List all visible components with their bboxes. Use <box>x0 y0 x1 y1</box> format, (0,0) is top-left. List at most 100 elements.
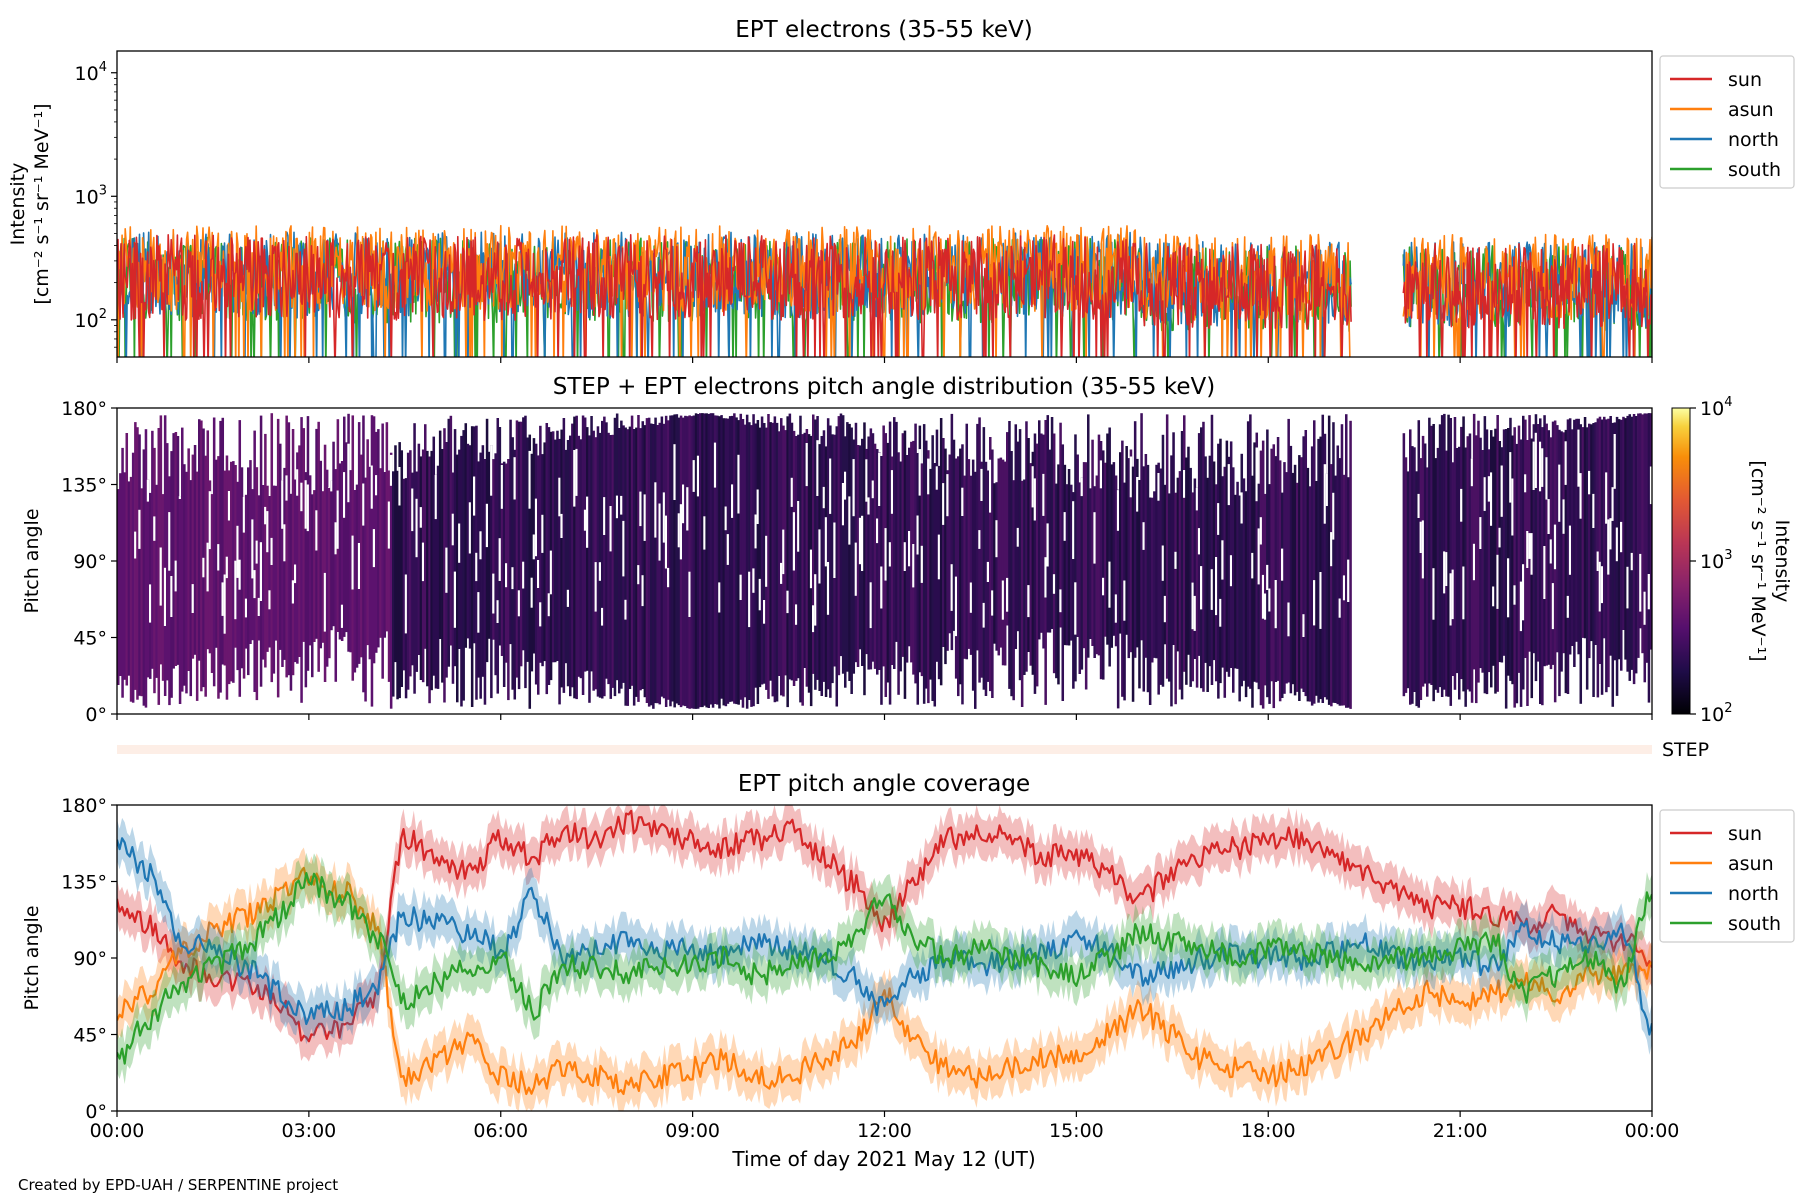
heatmap-gap <box>1532 441 1536 490</box>
heatmap-column <box>1617 419 1621 660</box>
heatmap-gap <box>748 571 751 628</box>
heatmap-column <box>554 439 557 663</box>
series-sun-line <box>117 234 1352 357</box>
heatmap-column <box>1172 432 1175 645</box>
heatmap-column <box>1340 424 1344 706</box>
heatmap-gap <box>1539 441 1542 492</box>
heatmap-column <box>451 472 455 684</box>
heatmap-column <box>1052 433 1056 674</box>
heatmap-gap <box>752 568 755 593</box>
heatmap-column <box>1078 482 1082 674</box>
heatmap-gap <box>1261 574 1265 619</box>
heatmap-column <box>1628 414 1632 681</box>
heatmap-gap <box>1325 473 1329 506</box>
heatmap-column <box>914 423 917 684</box>
heatmap-gap <box>505 563 508 588</box>
heatmap-gap <box>982 602 986 628</box>
heatmap-column <box>1562 432 1566 654</box>
heatmap-column <box>364 477 367 702</box>
colorbar-ticks: 102 103 104 <box>1690 395 1732 726</box>
heatmap-gap <box>1099 460 1103 489</box>
series-south-line <box>117 871 1652 1065</box>
heatmap-column <box>347 413 350 652</box>
heatmap-gap <box>841 483 845 526</box>
heatmap-column <box>311 494 314 678</box>
heatmap-column <box>716 415 719 705</box>
heatmap-gap <box>1221 540 1224 580</box>
heatmap-column <box>1082 462 1086 649</box>
heatmap-column <box>470 426 474 707</box>
heatmap-column <box>279 443 282 650</box>
heatmap-column <box>1110 464 1114 648</box>
heatmap-column <box>355 484 359 668</box>
heatmap-column <box>630 415 634 686</box>
heatmap-column <box>1600 419 1604 695</box>
heatmap-gap <box>1210 569 1214 610</box>
heatmap-column <box>1104 462 1107 637</box>
heatmap-column <box>1345 414 1348 708</box>
heatmap-gap <box>1063 512 1067 541</box>
heatmap-column <box>272 485 276 674</box>
heatmap-column <box>628 426 632 689</box>
heatmap-column <box>878 452 881 670</box>
heatmap-column <box>824 446 828 697</box>
heatmap-gap <box>1483 477 1487 511</box>
heatmap-column <box>415 471 419 672</box>
heatmap-column <box>306 416 310 671</box>
heatmap-column <box>1504 429 1508 709</box>
heatmap-gap <box>398 467 401 506</box>
x-tick-label: 21:00 <box>1433 1120 1488 1142</box>
heatmap-column <box>155 484 158 678</box>
heatmap-column <box>993 483 996 644</box>
series-sun-line <box>117 809 1652 1043</box>
heatmap-gap <box>208 491 212 550</box>
heatmap-column <box>1208 455 1212 667</box>
heatmap-column <box>1637 413 1640 658</box>
heatmap-gap <box>658 503 662 561</box>
heatmap-gap <box>601 607 604 626</box>
heatmap-column <box>543 442 546 662</box>
step-strip: STEP <box>117 739 1709 761</box>
heatmap-gap <box>1347 559 1350 602</box>
heatmap-column <box>829 425 832 698</box>
heatmap-gap <box>1649 466 1652 505</box>
heatmap-column <box>1074 434 1077 682</box>
heatmap-column <box>161 494 165 681</box>
heatmap-column <box>737 420 740 705</box>
heatmap-gap <box>534 498 538 557</box>
heatmap-column <box>805 429 809 687</box>
heatmap-column <box>1313 420 1316 704</box>
heatmap-column <box>262 485 265 660</box>
heatmap-column <box>428 456 431 704</box>
heatmap-gap <box>991 590 994 616</box>
heatmap-gap <box>1161 545 1165 581</box>
heatmap-column <box>138 434 141 696</box>
heatmap-column <box>187 448 190 671</box>
heatmap-column <box>1067 469 1071 646</box>
heatmap-gap <box>1108 561 1111 608</box>
heatmap-column <box>1157 462 1160 695</box>
heatmap-column <box>991 449 994 698</box>
heatmap-gap <box>865 459 868 502</box>
y-tick-label: 135° <box>61 872 107 894</box>
heatmap-gap <box>1417 493 1421 518</box>
heatmap-column <box>652 424 655 709</box>
heatmap-column <box>1534 414 1538 682</box>
y-tick-label: 45° <box>73 628 107 650</box>
heatmap-column <box>1084 462 1088 690</box>
heatmap-gap <box>573 450 576 507</box>
heatmap-gap <box>530 577 534 608</box>
heatmap-column <box>210 494 214 673</box>
heatmap-column <box>515 420 519 678</box>
heatmap-column <box>343 416 346 637</box>
heatmap-gap <box>1274 580 1278 629</box>
heatmap-gap <box>1479 517 1482 549</box>
heatmap-column <box>748 422 751 700</box>
heatmap-column <box>1249 414 1252 689</box>
heatmap-column <box>1014 424 1018 649</box>
heatmap-column <box>1223 466 1227 698</box>
heatmap-column <box>1212 461 1216 661</box>
heatmap-column <box>801 434 804 706</box>
heatmap-gap <box>995 520 998 558</box>
